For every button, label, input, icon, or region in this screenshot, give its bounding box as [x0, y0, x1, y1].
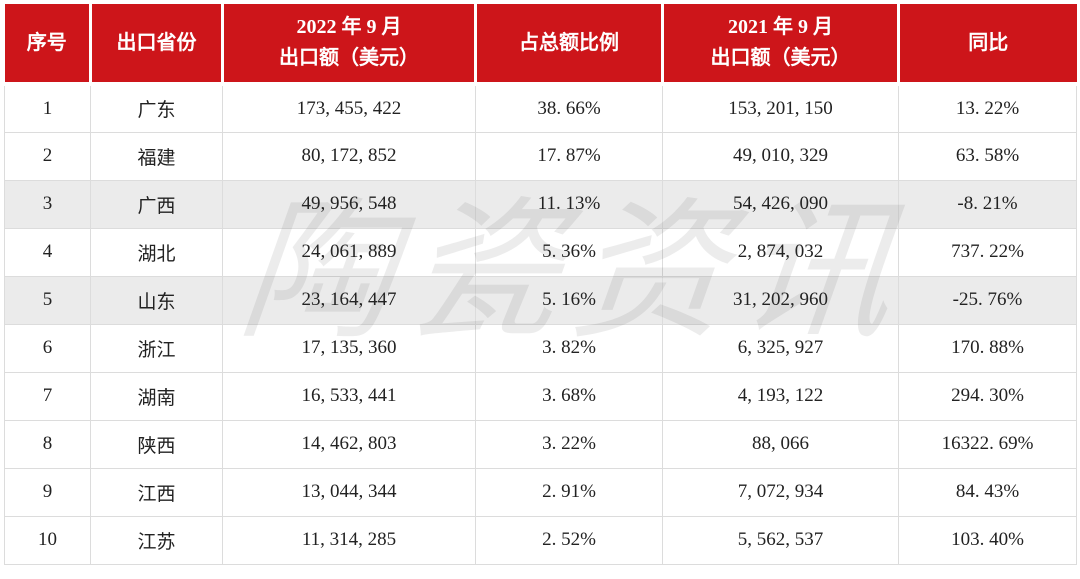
header-col-yoy: 同比: [898, 4, 1077, 86]
table-row: 5 山东 23, 164, 447 5. 16% 31, 202, 960 -25. 76…: [4, 275, 1077, 325]
cell-export_2021: 2, 874, 032: [662, 227, 899, 277]
cell-export_2022: 14, 462, 803: [222, 419, 476, 469]
cell-share: 3. 82%: [475, 323, 663, 373]
cell-export_2021: 7, 072, 934: [662, 467, 899, 517]
cell-export_2021: 6, 325, 927: [662, 323, 899, 373]
cell-province: 江苏: [90, 515, 223, 565]
header-label: 同比: [968, 31, 1009, 54]
cell-province: 湖北: [90, 227, 223, 277]
cell-index: 5: [4, 275, 91, 325]
header-col-index: 序号: [4, 4, 92, 86]
cell-share: 11. 13%: [475, 179, 663, 229]
cell-yoy: 16322. 69%: [898, 419, 1077, 469]
header-label: 2022 年 9 月: [296, 16, 402, 38]
cell-share: 38. 66%: [475, 83, 663, 133]
cell-share: 2. 91%: [475, 467, 663, 517]
header-col-export-2021: 2021 年 9 月 出口额（美元）: [662, 4, 900, 86]
cell-yoy: 103. 40%: [898, 515, 1077, 565]
cell-index: 2: [4, 131, 91, 181]
cell-yoy: 84. 43%: [898, 467, 1077, 517]
header-label: 序号: [26, 31, 67, 54]
cell-export_2022: 11, 314, 285: [222, 515, 476, 565]
header-label: 2021 年 9 月: [728, 16, 833, 38]
cell-index: 1: [4, 83, 91, 133]
cell-province: 山东: [90, 275, 223, 325]
cell-share: 5. 16%: [475, 275, 663, 325]
table-row: 1 广东 173, 455, 422 38. 66% 153, 201, 150 13. …: [4, 83, 1077, 133]
cell-share: 17. 87%: [475, 131, 663, 181]
cell-province: 浙江: [90, 323, 223, 373]
cell-export_2022: 16, 533, 441: [222, 371, 476, 421]
table-row: 7 湖南 16, 533, 441 3. 68% 4, 193, 122 294. 30%: [4, 371, 1077, 421]
cell-yoy: 13. 22%: [898, 83, 1077, 133]
cell-share: 2. 52%: [475, 515, 663, 565]
header-col-province: 出口省份: [90, 4, 224, 86]
cell-export_2021: 88, 066: [662, 419, 899, 469]
cell-index: 4: [4, 227, 91, 277]
cell-yoy: 170. 88%: [898, 323, 1077, 373]
header-col-export-2022: 2022 年 9 月 出口额（美元）: [222, 4, 477, 86]
cell-export_2022: 173, 455, 422: [222, 83, 476, 133]
cell-export_2022: 24, 061, 889: [222, 227, 476, 277]
cell-province: 广东: [90, 83, 223, 133]
cell-export_2022: 49, 956, 548: [222, 179, 476, 229]
export-table: 序号 出口省份 2022 年 9 月 出口额（美元） 占总额比例 2021 年 …: [4, 4, 1077, 565]
cell-province: 广西: [90, 179, 223, 229]
cell-yoy: 294. 30%: [898, 371, 1077, 421]
cell-yoy: -25. 76%: [898, 275, 1077, 325]
table-body: 1 广东 173, 455, 422 38. 66% 153, 201, 150 13. …: [4, 83, 1077, 565]
table-row: 9 江西 13, 044, 344 2. 91% 7, 072, 934 84. 43%: [4, 467, 1077, 517]
table-row: 3 广西 49, 956, 548 11. 13% 54, 426, 090 -8. 21…: [4, 179, 1077, 229]
cell-share: 5. 36%: [475, 227, 663, 277]
cell-index: 3: [4, 179, 91, 229]
cell-export_2021: 49, 010, 329: [662, 131, 899, 181]
header-label: 出口省份: [116, 31, 197, 54]
cell-export_2022: 80, 172, 852: [222, 131, 476, 181]
cell-province: 江西: [90, 467, 223, 517]
cell-export_2022: 13, 044, 344: [222, 467, 476, 517]
table-row: 6 浙江 17, 135, 360 3. 82% 6, 325, 927 170. 88%: [4, 323, 1077, 373]
table-row: 10 江苏 11, 314, 285 2. 52% 5, 562, 537 103. 40…: [4, 515, 1077, 565]
cell-export_2022: 17, 135, 360: [222, 323, 476, 373]
cell-province: 陕西: [90, 419, 223, 469]
cell-export_2022: 23, 164, 447: [222, 275, 476, 325]
cell-index: 6: [4, 323, 91, 373]
cell-share: 3. 68%: [475, 371, 663, 421]
cell-export_2021: 4, 193, 122: [662, 371, 899, 421]
table-row: 8 陕西 14, 462, 803 3. 22% 88, 066 16322. 69%: [4, 419, 1077, 469]
cell-export_2021: 31, 202, 960: [662, 275, 899, 325]
header-row: 序号 出口省份 2022 年 9 月 出口额（美元） 占总额比例 2021 年 …: [4, 4, 1077, 86]
cell-export_2021: 153, 201, 150: [662, 83, 899, 133]
cell-index: 8: [4, 419, 91, 469]
cell-province: 福建: [90, 131, 223, 181]
cell-yoy: -8. 21%: [898, 179, 1077, 229]
cell-index: 10: [4, 515, 91, 565]
cell-export_2021: 5, 562, 537: [662, 515, 899, 565]
header-label-line2: 出口额（美元）: [710, 47, 851, 69]
cell-yoy: 63. 58%: [898, 131, 1077, 181]
cell-province: 湖南: [90, 371, 223, 421]
header-col-share: 占总额比例: [475, 4, 664, 86]
table-row: 4 湖北 24, 061, 889 5. 36% 2, 874, 032 737. 22%: [4, 227, 1077, 277]
header-label-line2: 出口额（美元）: [279, 47, 419, 69]
cell-index: 9: [4, 467, 91, 517]
cell-share: 3. 22%: [475, 419, 663, 469]
cell-yoy: 737. 22%: [898, 227, 1077, 277]
cell-index: 7: [4, 371, 91, 421]
header-label: 占总额比例: [519, 31, 619, 54]
table-row: 2 福建 80, 172, 852 17. 87% 49, 010, 329 63. 58…: [4, 131, 1077, 181]
cell-export_2021: 54, 426, 090: [662, 179, 899, 229]
